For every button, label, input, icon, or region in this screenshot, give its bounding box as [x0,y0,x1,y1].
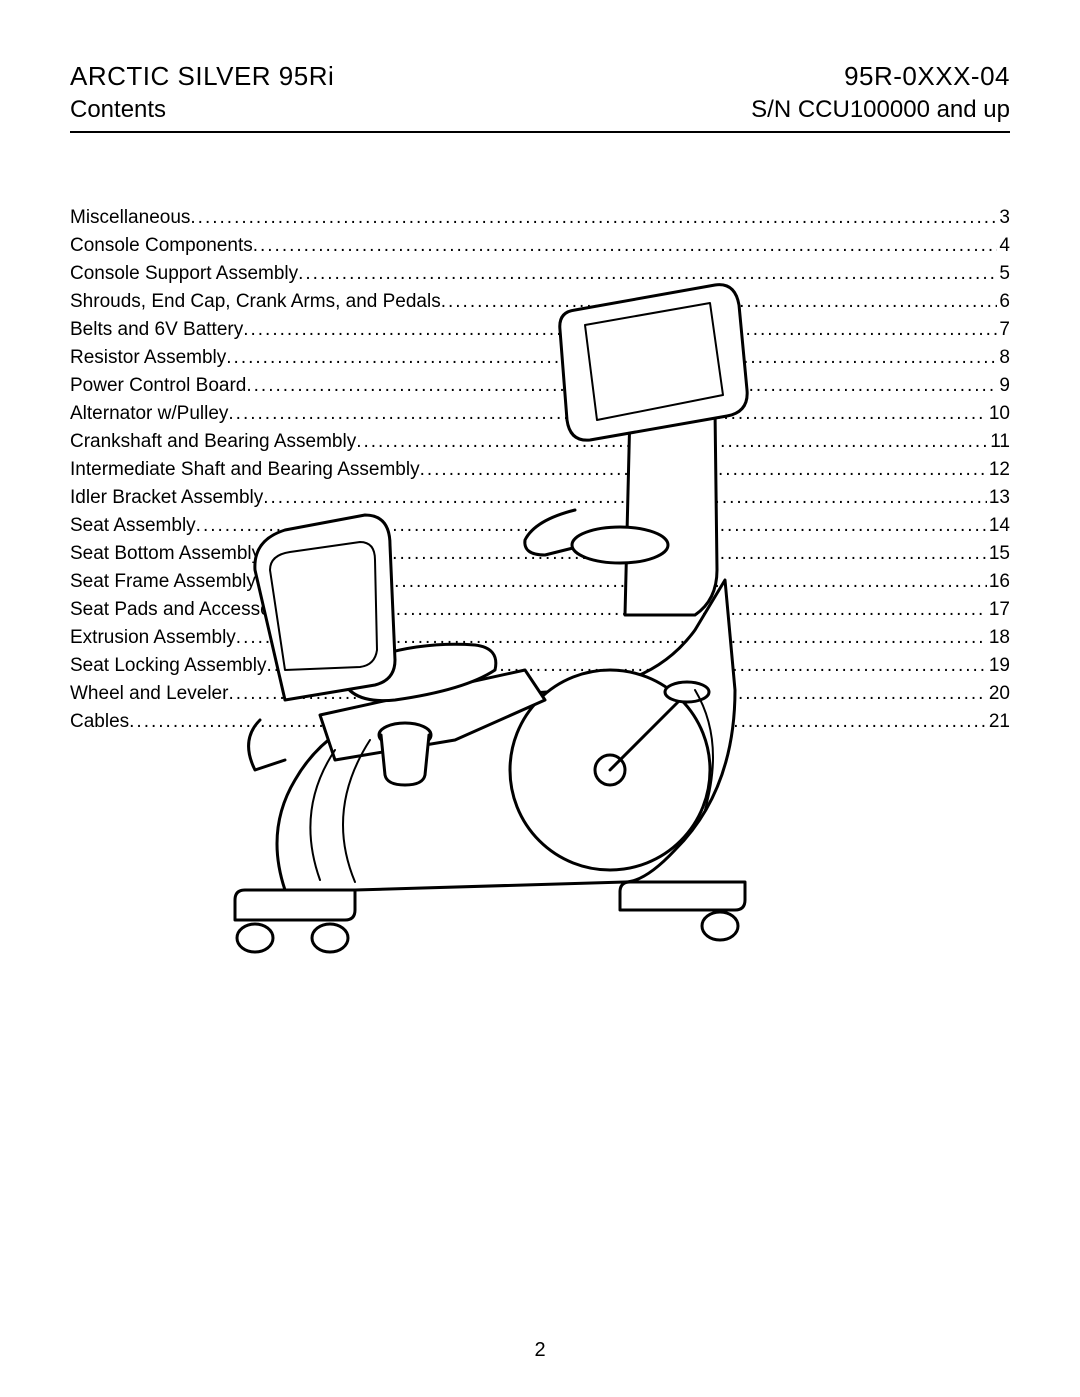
toc-row: Intermediate Shaft and Bearing Assembly 1… [70,460,1010,479]
toc-label: Seat Locking Assembly [70,656,266,675]
toc-leader-dots [441,292,998,311]
doc-number: 95R-0XXX-04 [751,60,1010,94]
toc-label: Wheel and Leveler [70,684,228,703]
toc-page-number: 19 [987,656,1010,675]
toc-page-number: 16 [987,572,1010,591]
toc-leader-dots [246,376,997,395]
toc-page-number: 6 [997,292,1010,311]
toc-label: Power Control Board [70,376,246,395]
toc-label: Belts and 6V Battery [70,320,243,339]
toc-row: Console Components 4 [70,236,1010,255]
toc-leader-dots [243,320,997,339]
toc-page-number: 20 [987,684,1010,703]
toc-label: Seat Bottom Assembly [70,544,261,563]
toc-leader-dots [261,544,987,563]
toc-leader-dots [253,236,998,255]
toc-row: Seat Locking Assembly 19 [70,656,1010,675]
toc-row: Wheel and Leveler 20 [70,684,1010,703]
toc-leader-dots [190,208,997,227]
toc-row: Crankshaft and Bearing Assembly 11 [70,432,1010,451]
toc-label: Console Support Assembly [70,264,298,283]
toc-label: Seat Assembly [70,516,196,535]
toc-label: Seat Pads and Accessory [70,600,287,619]
toc-row: Console Support Assembly 5 [70,264,1010,283]
toc-page-number: 13 [987,488,1010,507]
table-of-contents: Miscellaneous3Console Components4Console… [70,208,1010,731]
section-title: Contents [70,94,334,125]
header-right: 95R-0XXX-04 S/N CCU100000 and up [751,60,1010,125]
toc-leader-dots [298,264,997,283]
toc-label: Crankshaft and Bearing Assembly [70,432,356,451]
toc-row: Shrouds, End Cap, Crank Arms, and Pedals… [70,292,1010,311]
toc-leader-dots [420,460,987,479]
page: ARCTIC SILVER 95Ri Contents 95R-0XXX-04 … [0,0,1080,1397]
toc-row: Resistor Assembly 8 [70,348,1010,367]
toc-label: Intermediate Shaft and Bearing Assembly [70,460,420,479]
toc-page-number: 10 [987,404,1010,423]
toc-label: Resistor Assembly [70,348,226,367]
toc-page-number: 15 [987,544,1010,563]
toc-leader-dots [266,656,986,675]
toc-leader-dots [263,488,987,507]
toc-page-number: 11 [988,432,1010,451]
toc-page-number: 18 [987,628,1010,647]
toc-leader-dots [228,404,986,423]
toc-label: Extrusion Assembly [70,628,236,647]
toc-row: Idler Bracket Assembly 13 [70,488,1010,507]
toc-label: Alternator w/Pulley [70,404,228,423]
toc-label: Seat Frame Assembly [70,572,256,591]
toc-row: Belts and 6V Battery 7 [70,320,1010,339]
toc-row: Alternator w/Pulley 10 [70,404,1010,423]
serial-range: S/N CCU100000 and up [751,94,1010,125]
toc-leader-dots [287,600,987,619]
toc-leader-dots [129,712,987,731]
toc-page-number: 17 [987,600,1010,619]
toc-leader-dots [226,348,997,367]
page-header: ARCTIC SILVER 95Ri Contents 95R-0XXX-04 … [70,60,1010,133]
toc-row: Seat Assembly 14 [70,516,1010,535]
toc-leader-dots [236,628,987,647]
toc-row: Seat Bottom Assembly 15 [70,544,1010,563]
toc-leader-dots [196,516,987,535]
toc-leader-dots [356,432,988,451]
toc-page-number: 7 [997,320,1010,339]
header-left: ARCTIC SILVER 95Ri Contents [70,60,334,125]
toc-page-number: 21 [987,712,1010,731]
toc-page-number: 3 [997,208,1010,227]
toc-row: Seat Frame Assembly 16 [70,572,1010,591]
toc-row: Cables 21 [70,712,1010,731]
toc-row: Miscellaneous 3 [70,208,1010,227]
toc-row: Extrusion Assembly 18 [70,628,1010,647]
toc-page-number: 14 [987,516,1010,535]
toc-page-number: 12 [987,460,1010,479]
toc-page-number: 5 [997,264,1010,283]
toc-leader-dots [228,684,986,703]
page-number: 2 [0,1339,1080,1362]
toc-label: Miscellaneous [70,208,190,227]
toc-page-number: 9 [997,376,1010,395]
toc-label: Idler Bracket Assembly [70,488,263,507]
toc-page-number: 4 [997,236,1010,255]
toc-label: Console Components [70,236,253,255]
toc-leader-dots [256,572,987,591]
toc-page-number: 8 [997,348,1010,367]
doc-title: ARCTIC SILVER 95Ri [70,60,334,94]
toc-row: Seat Pads and Accessory 17 [70,600,1010,619]
toc-label: Cables [70,712,129,731]
toc-row: Power Control Board 9 [70,376,1010,395]
toc-label: Shrouds, End Cap, Crank Arms, and Pedals [70,292,441,311]
